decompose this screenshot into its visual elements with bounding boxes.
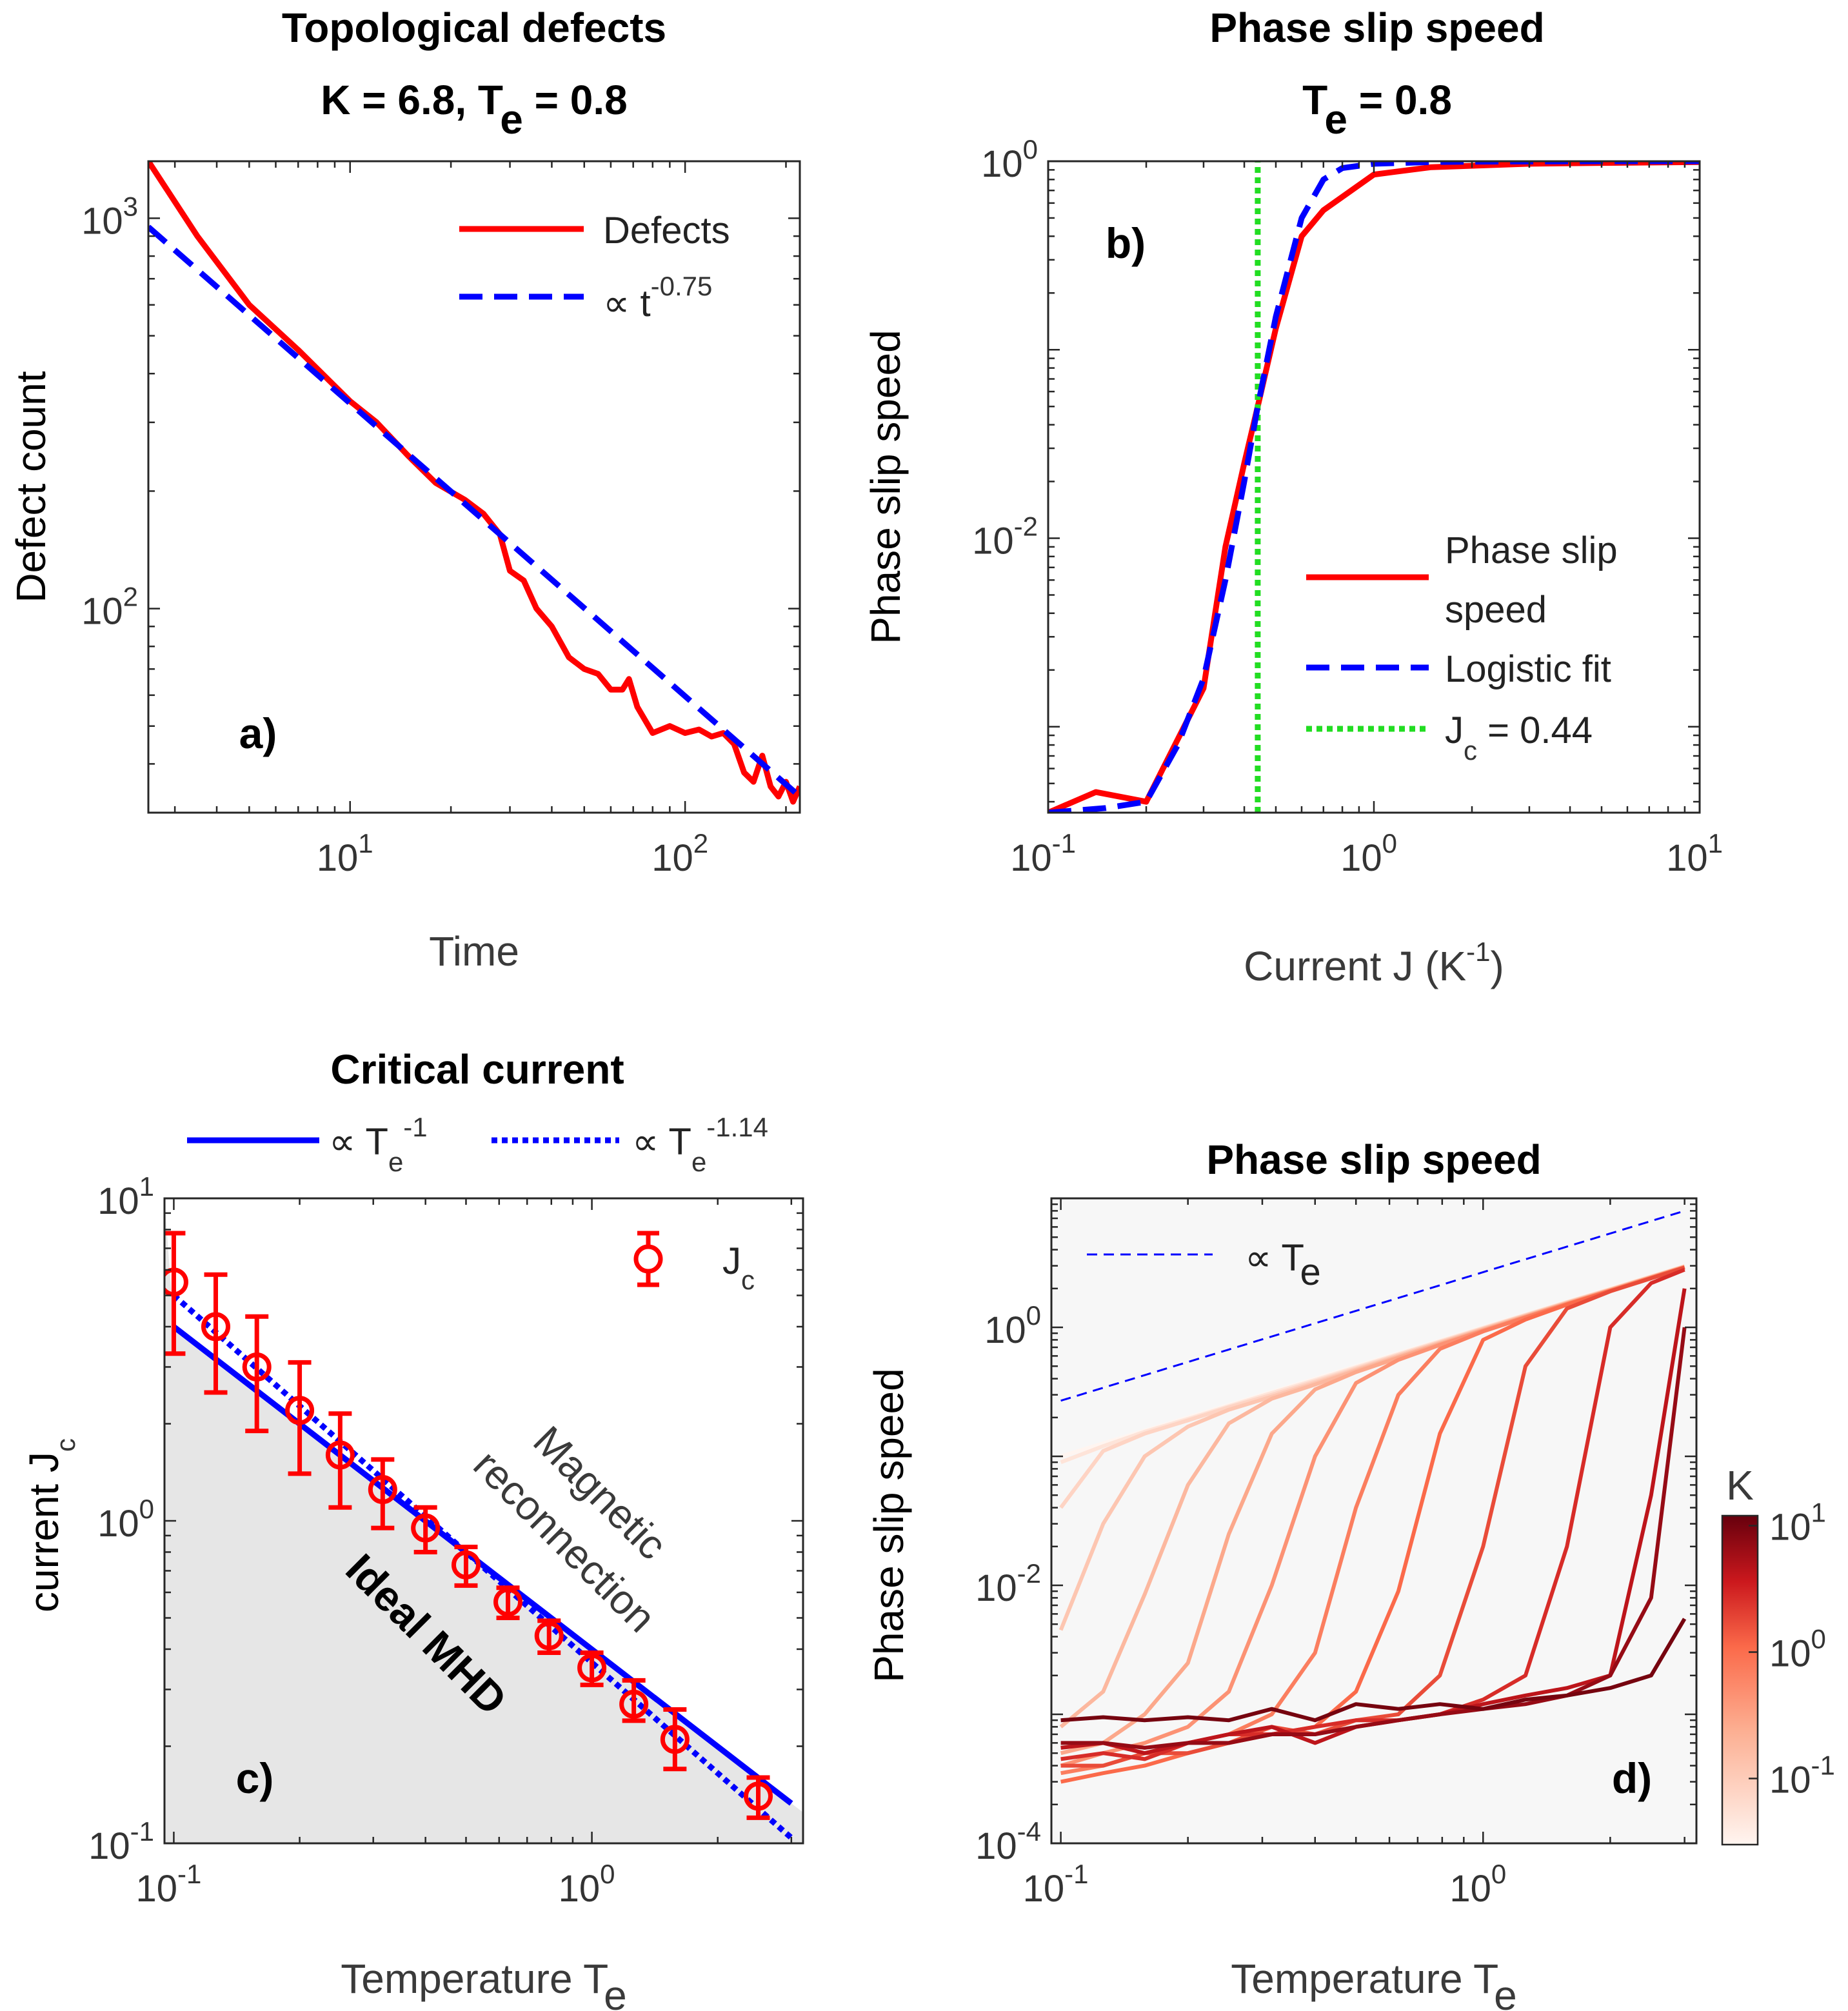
fit-line-dotted <box>172 1293 793 1840</box>
series-line-k <box>1060 1267 1685 1761</box>
chart-title: Phase slip speed <box>1206 1136 1541 1183</box>
legend-label-inverse: ∝ Te-1 <box>329 1112 428 1177</box>
plot-area <box>1048 161 1700 813</box>
c-y-tick-label: 100 <box>97 1494 154 1545</box>
chart-title: Critical current <box>330 1046 624 1093</box>
colorbar-tick-label: 10-1 <box>1769 1750 1835 1801</box>
series-group <box>1058 1209 1687 1784</box>
data-point-jc <box>660 1725 690 1754</box>
series-line-k <box>1060 1327 1687 1750</box>
plot-area <box>148 161 800 813</box>
panel-label: b) <box>1106 219 1146 267</box>
legend-label-logistic: Logistic fit <box>1445 648 1611 690</box>
x-axis-label: Temperature Te <box>1231 1956 1517 2011</box>
data-point-jc <box>325 1440 355 1470</box>
data-point-jc <box>411 1513 441 1543</box>
b-x-tick-label: 10-1 <box>1010 828 1076 879</box>
data-point-jc <box>451 1550 481 1580</box>
y-axis-label: Phase slip speed <box>866 1368 912 1682</box>
colorbar <box>1721 1514 1759 1846</box>
series-line-k <box>1060 1265 1685 1768</box>
b-y-tick-label: 10-2 <box>972 511 1038 562</box>
reference-line-te <box>1060 1209 1685 1402</box>
panel-label: c) <box>236 1754 274 1802</box>
fit-line-inverse <box>172 1324 793 1806</box>
c-y-tick-label: 10-1 <box>88 1816 154 1867</box>
chart-title: Phase slip speed <box>1209 5 1544 51</box>
d-y-tick-label: 10-4 <box>975 1816 1041 1867</box>
data-point-jc <box>619 1689 649 1719</box>
a-y-tick-label: 102 <box>81 582 138 633</box>
b-x-tick-label: 101 <box>1666 828 1723 879</box>
a-y-tick-label: 103 <box>81 191 138 242</box>
legend-label-phase-slip-2: speed <box>1445 589 1547 631</box>
d-x-tick-label: 10-1 <box>1023 1859 1089 1910</box>
series-line-k <box>1060 1618 1687 1723</box>
colorbar-label: K <box>1726 1462 1754 1509</box>
axes-frame <box>1050 1197 1698 1845</box>
chart-panel-a: Topological defects K = 6.8, Te = 0.8 101 1… <box>8 5 801 975</box>
chart-subtitle: K = 6.8, Te = 0.8 <box>321 77 628 143</box>
b-y-tick-label: 100 <box>981 134 1038 185</box>
data-point-jc <box>744 1781 773 1811</box>
data-point-jc <box>164 1267 188 1297</box>
colorbar-tick-label: 100 <box>1769 1624 1826 1675</box>
d-y-tick-label: 10-2 <box>975 1558 1041 1609</box>
x-axis-label: Temperature Te <box>341 1956 627 2011</box>
series-powerlaw-fit-line <box>148 224 800 799</box>
d-x-tick-label: 100 <box>1449 1859 1506 1910</box>
b-x-tick-label: 100 <box>1340 828 1397 879</box>
y-axis-label: Phase slip speed <box>862 330 909 644</box>
chart-title: Topological defects <box>282 5 666 51</box>
legend-label-te: ∝ Te <box>1245 1237 1321 1293</box>
legend-label-jc: Jc = 0.44 <box>1445 709 1593 766</box>
axes-frame <box>147 160 801 814</box>
chart-subtitle: Te = 0.8 <box>1302 77 1452 143</box>
x-axis-label: Time <box>429 928 519 975</box>
chart-panel-b: Phase slip speed Te = 0.8 10-1 100 101 10-2 10… <box>862 5 1723 989</box>
series-defects-line <box>148 161 800 805</box>
panel-label: a) <box>239 709 277 757</box>
a-x-tick-label: 101 <box>317 828 373 879</box>
data-point-jc <box>577 1653 607 1683</box>
legend-label-jc: Jc <box>722 1240 755 1295</box>
data-point-jc <box>493 1587 523 1617</box>
y-axis-label: Defect count <box>8 371 54 603</box>
colorbar-tick-label: 101 <box>1769 1498 1826 1549</box>
legend-label-dotted: ∝ Te-1.14 <box>632 1112 768 1177</box>
panel-label: d) <box>1612 1754 1652 1802</box>
legend-label-defects: Defects <box>603 210 730 252</box>
data-point-jc <box>534 1621 564 1650</box>
c-y-tick-label: 101 <box>97 1171 154 1222</box>
legend-label-phase-slip-1: Phase slip <box>1445 530 1618 571</box>
d-y-tick-label: 100 <box>984 1300 1041 1351</box>
chart-panel-d: Phase slip speed 10-1 100 10-4 10-2 100 Temper… <box>866 1136 1835 2011</box>
y-axis-label: current Jc <box>21 1438 81 1612</box>
series-group <box>164 1198 803 1843</box>
chart-panel-c: Critical currentMagneticreconnectionIdea… <box>21 1046 804 2011</box>
c-x-tick-label: 100 <box>559 1859 615 1910</box>
data-point-jc <box>201 1312 230 1342</box>
a-x-tick-label: 102 <box>651 828 708 879</box>
ideal-mhd-region <box>164 1198 803 1843</box>
legend-marker-jc <box>633 1244 663 1274</box>
series-group <box>148 161 800 805</box>
data-point-jc <box>242 1352 272 1382</box>
data-point-jc <box>368 1475 397 1505</box>
c-x-tick-label: 10-1 <box>136 1859 202 1910</box>
data-point-jc <box>285 1396 315 1425</box>
x-axis-label: Current J (K-1) <box>1244 936 1504 989</box>
legend-label-fit: ∝ t-0.75 <box>603 271 712 324</box>
